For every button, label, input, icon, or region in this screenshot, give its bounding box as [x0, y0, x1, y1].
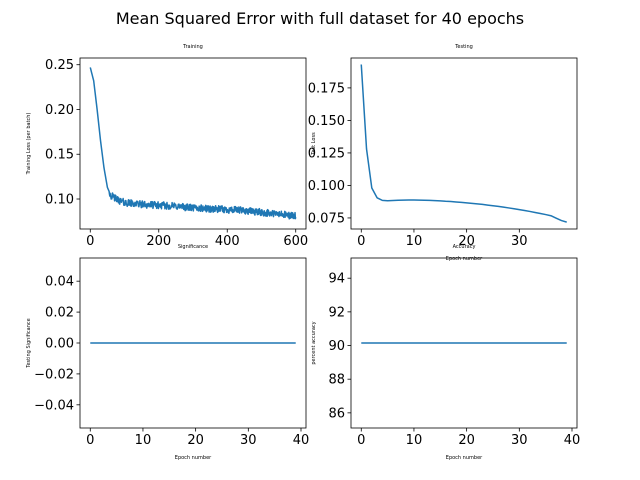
significance-xtick-label: 20 [187, 433, 204, 448]
significance-xtick-label: 40 [293, 433, 310, 448]
testing-title: Testing [454, 44, 473, 50]
training-xtick-label: 200 [146, 234, 171, 249]
testing-ytick-label: 0.100 [308, 179, 345, 194]
testing-ytick-label: 0.150 [308, 114, 345, 129]
significance-ylabel: Testing Significance [26, 318, 32, 368]
significance-ytick-label: 0.02 [45, 306, 74, 321]
testing-ytick-label: 0.175 [308, 81, 345, 96]
training-xtick-label: 600 [283, 234, 308, 249]
testing-ytick-label: 0.125 [308, 146, 345, 161]
testing-xtick-label: 20 [458, 234, 475, 249]
accuracy-ytick-label: 94 [328, 272, 345, 287]
significance-xtick-label: 0 [86, 433, 94, 448]
testing-xtick-label: 30 [511, 234, 528, 249]
accuracy-xtick-label: 10 [406, 433, 423, 448]
testing-axes-frame [350, 57, 578, 230]
chart-testing: Testing Epoch number Test Loss 0 10 20 30 0.075… [308, 44, 578, 262]
training-ylabel: Training Loss (per batch) [26, 113, 32, 176]
accuracy-title: Accuracy [453, 244, 476, 250]
significance-xlabel: Epoch number [175, 455, 212, 461]
accuracy-xtick-label: 0 [357, 433, 365, 448]
testing-xtick-label: 10 [406, 234, 423, 249]
significance-ytick-label: −0.02 [34, 367, 74, 382]
significance-xtick-label: 10 [135, 433, 152, 448]
accuracy-xtick-label: 30 [511, 433, 528, 448]
accuracy-ytick-label: 88 [328, 373, 345, 388]
significance-xtick-label: 30 [240, 433, 257, 448]
figure-suptitle: Mean Squared Error with full dataset for… [116, 9, 524, 28]
accuracy-xtick-label: 40 [564, 433, 581, 448]
significance-title: Significance [178, 244, 208, 250]
training-axes-frame [79, 57, 307, 230]
testing-ylabel: Test Loss [311, 132, 317, 156]
training-ytick-label: 0.20 [45, 103, 74, 118]
significance-ytick-label: −0.04 [34, 398, 74, 413]
accuracy-ytick-label: 90 [328, 339, 345, 354]
chart-training: Training Training Loss (per batch) 0 200 400… [26, 44, 308, 249]
testing-xlabel: Epoch number [446, 256, 483, 262]
accuracy-axes-frame [350, 257, 578, 429]
training-ytick-label: 0.15 [45, 148, 74, 163]
accuracy-ylabel: percent accuracy [311, 321, 317, 364]
accuracy-xlabel: Epoch number [446, 455, 483, 461]
training-ytick-label: 0.10 [45, 193, 74, 208]
training-xtick-label: 0 [86, 234, 94, 249]
accuracy-xtick-label: 20 [458, 433, 475, 448]
training-xtick-label: 400 [215, 234, 240, 249]
training-ytick-label: 0.25 [45, 58, 74, 73]
significance-ytick-label: 0.00 [45, 337, 74, 352]
training-title: Training [182, 44, 203, 50]
significance-ytick-label: 0.04 [45, 275, 74, 290]
testing-xtick-label: 0 [357, 234, 365, 249]
testing-ytick-label: 0.075 [308, 211, 345, 226]
testing-series-line [360, 64, 567, 223]
training-series-line [89, 67, 297, 220]
chart-accuracy: Accuracy Epoch number percent accuracy 0 10 2… [311, 244, 580, 461]
chart-significance: Significance Epoch number Testing Signific… [26, 244, 309, 461]
accuracy-ytick-label: 92 [328, 305, 345, 320]
accuracy-ytick-label: 86 [328, 406, 345, 421]
